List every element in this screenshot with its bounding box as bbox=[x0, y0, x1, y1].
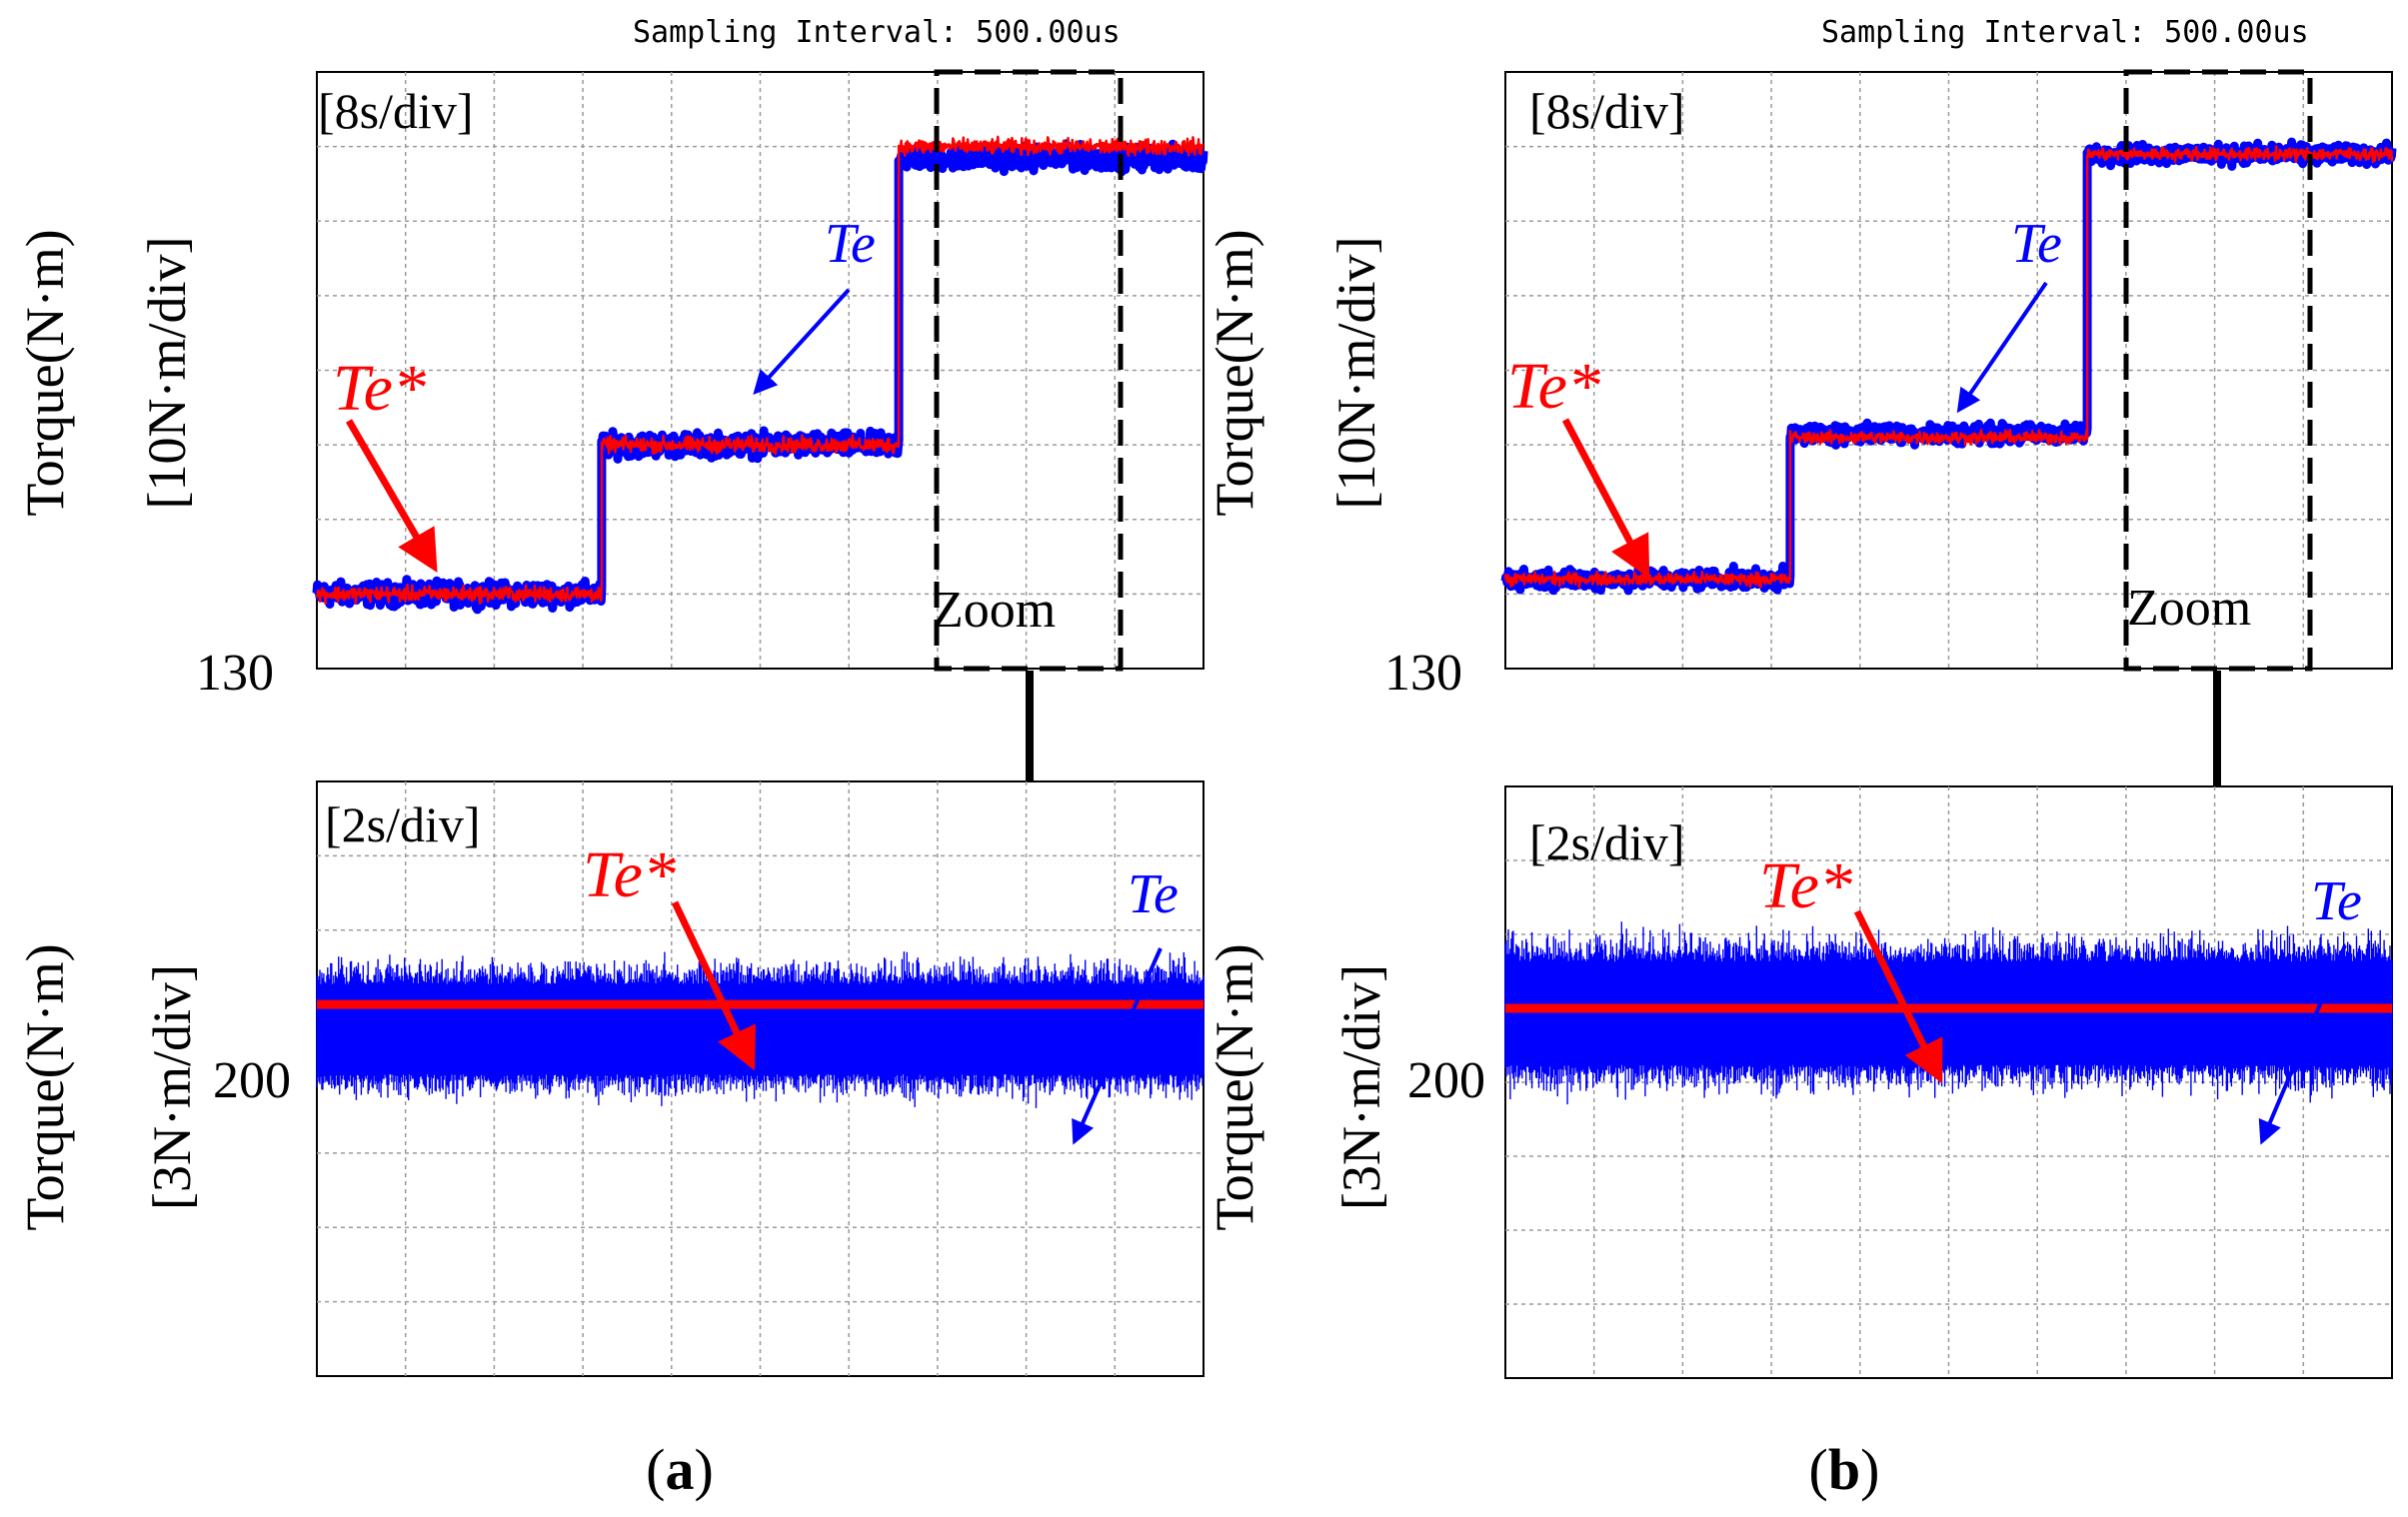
label-te-b-bottom: Te bbox=[2311, 870, 2362, 932]
series-b-top bbox=[1500, 137, 2397, 596]
yscale-b-bottom: [3N·m/div] bbox=[1331, 964, 1391, 1210]
series-te-core bbox=[1505, 961, 2392, 1065]
ylabel-a-bottom: Torque(N·m) bbox=[15, 943, 75, 1230]
ytick-a-top: 130 bbox=[196, 645, 274, 702]
panel-a-bottom: [2s/div] 200 Torque(N·m) [3N·m/div] Te* … bbox=[15, 780, 1204, 1377]
series-te-ref-line bbox=[315, 135, 1204, 606]
series-a-bottom bbox=[316, 951, 1204, 1108]
arrow-te-a-bottom bbox=[1072, 947, 1163, 1145]
arrow-te-ref-b-bottom bbox=[1853, 909, 1943, 1084]
yscale-a-top: [10N·m/div] bbox=[137, 237, 197, 510]
arrow-te-a-top bbox=[753, 288, 851, 395]
series-a-top bbox=[312, 135, 1208, 615]
series-b-bottom bbox=[1504, 921, 2393, 1105]
panel-b-top: Sampling Interval: 500.00us Zoom [8s/div… bbox=[1204, 15, 2397, 702]
ytick-a-bottom: 200 bbox=[213, 1052, 291, 1109]
arrow-te-ref-a-bottom bbox=[671, 900, 756, 1071]
zoom-box-a bbox=[934, 69, 1124, 672]
ytick-b-top: 130 bbox=[1384, 645, 1462, 702]
ytick-b-bottom: 200 bbox=[1407, 1052, 1485, 1109]
label-te-a-bottom: Te bbox=[1128, 863, 1179, 925]
label-te-ref-b-bottom: Te* bbox=[1759, 849, 1852, 922]
time-scale-b-bottom: [2s/div] bbox=[1529, 814, 1685, 870]
sampling-interval-a: Sampling Interval: 500.00us bbox=[633, 15, 1121, 50]
yscale-a-bottom: [3N·m/div] bbox=[142, 964, 202, 1210]
arrow-te-b-top bbox=[1956, 281, 2048, 414]
ylabel-b-bottom: Torque(N·m) bbox=[1204, 943, 1264, 1230]
series-te-ref-line bbox=[1503, 145, 2394, 589]
ylabel-b-top: Torque(N·m) bbox=[1204, 229, 1264, 516]
arrow-te-ref-b-top bbox=[1561, 418, 1650, 580]
arrow-te-ref-a-top bbox=[345, 419, 438, 574]
sampling-interval-b: Sampling Interval: 500.00us bbox=[1821, 15, 2309, 50]
label-te-ref-a-bottom: Te* bbox=[583, 838, 676, 911]
zoom-box-b bbox=[2123, 69, 2313, 672]
caption-a: (a) bbox=[646, 1437, 714, 1502]
time-scale-b-top: [8s/div] bbox=[1529, 83, 1685, 139]
label-te-ref-a-top: Te* bbox=[333, 352, 426, 425]
panel-b-bottom: [2s/div] 200 Torque(N·m) [3N·m/div] Te* … bbox=[1204, 785, 2393, 1379]
label-te-a-top: Te bbox=[825, 213, 876, 275]
label-te-ref-b-top: Te* bbox=[1507, 350, 1600, 423]
zoom-label-a: Zoom bbox=[932, 582, 1056, 639]
series-te-core bbox=[317, 983, 1204, 1074]
caption-b: (b) bbox=[1809, 1437, 1880, 1502]
time-scale-a-top: [8s/div] bbox=[318, 83, 474, 139]
arrow-te-b-bottom bbox=[2258, 944, 2347, 1145]
panel-a-top: Sampling Interval: 500.00us Zoom [8s/div… bbox=[15, 15, 1208, 702]
yscale-b-top: [10N·m/div] bbox=[1326, 237, 1386, 510]
time-scale-a-bottom: [2s/div] bbox=[325, 796, 481, 852]
label-te-b-top: Te bbox=[2011, 213, 2062, 275]
ylabel-a-top: Torque(N·m) bbox=[15, 229, 75, 516]
zoom-label-b: Zoom bbox=[2127, 580, 2251, 637]
